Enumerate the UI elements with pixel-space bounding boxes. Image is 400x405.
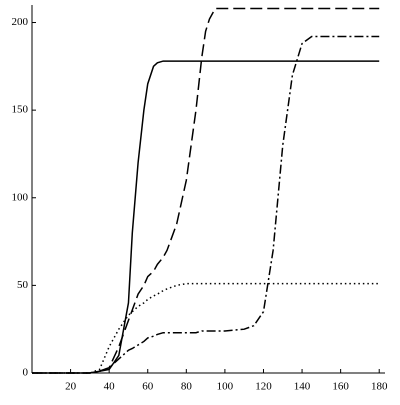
- x-tick-label: 140: [294, 381, 311, 393]
- series-line: [32, 282, 380, 374]
- series-line: [32, 60, 380, 374]
- x-tick-label: 20: [65, 381, 77, 393]
- x-tick-label: 60: [142, 381, 154, 393]
- x-tick-label: 160: [332, 381, 349, 393]
- y-tick-label: 50: [17, 279, 29, 291]
- x-tick-label: 80: [181, 381, 193, 393]
- series-line: [32, 7, 380, 374]
- x-tick-label: 180: [371, 381, 388, 393]
- y-tick-label: 150: [12, 104, 29, 116]
- y-tick-label: 0: [23, 367, 29, 379]
- y-tick-label: 200: [12, 16, 29, 28]
- series-line: [32, 35, 380, 374]
- x-tick-label: 40: [104, 381, 116, 393]
- x-tick-label: 120: [255, 381, 272, 393]
- x-tick-label: 100: [217, 381, 234, 393]
- y-tick-label: 100: [12, 191, 29, 203]
